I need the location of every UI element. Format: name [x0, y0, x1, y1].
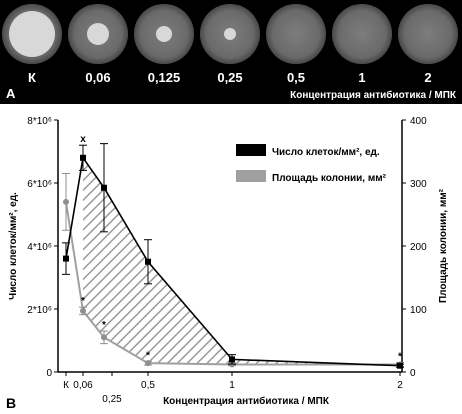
- petri-dish: [266, 4, 326, 64]
- concentration-label: 2: [424, 70, 432, 85]
- right-y-tick-label: 0: [410, 368, 416, 379]
- concentration-label: 0,5: [286, 70, 306, 85]
- x-tick-label: К: [63, 380, 69, 391]
- petri-dish: [200, 4, 260, 64]
- right-y-tick-label: 400: [410, 116, 427, 127]
- right-y-tick-label: 200: [410, 242, 427, 253]
- right-y-tick-label: 300: [410, 179, 427, 190]
- x-tick-label: 0,25: [102, 394, 122, 405]
- legend-label-cell-count: Число клеток/мм², ед.: [272, 147, 380, 158]
- left-y-tick-label: 8*10⁶: [27, 116, 52, 127]
- concentration-label: 1: [358, 70, 366, 85]
- area-point: [145, 360, 151, 367]
- panel-b-chart: 0 2*10⁶ 4*10⁶ 6*10⁶ 8*10⁶ 0 100 200 300 400 К 0,06 0…: [6, 116, 449, 411]
- panel-a-caption: Концентрация антибиотика / МПК: [290, 90, 456, 101]
- right-y-tick-label: 100: [410, 305, 427, 316]
- legend-swatch-cell-count: [236, 144, 266, 156]
- panel-a-letter: А: [6, 86, 16, 101]
- bacterial-colony: [9, 11, 55, 57]
- bacterial-colony: [156, 26, 172, 42]
- left-y-tick-label: 0: [46, 368, 52, 379]
- concentration-label: К: [28, 70, 36, 85]
- bacterial-colony: [224, 28, 236, 40]
- cells-point: [397, 362, 403, 369]
- legend-label-colony-area: Площадь колонии, мм²: [272, 173, 387, 184]
- petri-dish: [332, 4, 392, 64]
- area-point: [80, 307, 86, 314]
- petri-dish: [134, 4, 194, 64]
- petri-dish: [68, 4, 128, 64]
- left-y-tick-label: 2*10⁶: [27, 305, 52, 316]
- cells-point: [101, 184, 107, 191]
- legend-swatch-colony-area: [236, 170, 266, 182]
- concentration-label: 0,125: [147, 70, 181, 85]
- bacterial-colony: [87, 23, 109, 45]
- panel-a-petri-dishes: К 0,06 0,125 0,25 0,5 1 2 А Концентрация антиб…: [0, 0, 462, 104]
- cells-point: [229, 356, 235, 363]
- panel-b-letter: В: [6, 395, 16, 411]
- area-significance-marker: *: [81, 296, 85, 307]
- series-line-colony-area: [65, 201, 400, 366]
- area-point: [63, 198, 69, 205]
- area-significance-marker: *: [398, 352, 402, 363]
- left-y-tick-label: 6*10⁶: [27, 179, 52, 190]
- x-tick-label: 0,06: [73, 380, 93, 391]
- area-point: [101, 334, 107, 341]
- x-tick-label: 0,5: [141, 380, 155, 391]
- x-axis-title: Концентрация антибиотика / МПК: [163, 395, 330, 407]
- area-significance-marker: *: [146, 350, 150, 361]
- petri-dish: [2, 4, 62, 64]
- x-tick-label: 2: [397, 380, 403, 391]
- concentration-label: 0,06: [85, 70, 111, 85]
- left-y-tick-label: 4*10⁶: [27, 242, 52, 253]
- cells-significance-marker: x: [80, 134, 86, 145]
- cells-point: [80, 154, 86, 161]
- right-y-axis-title: Площадь колонии, мм²: [438, 188, 449, 303]
- area-significance-marker: *: [102, 320, 106, 331]
- left-y-axis-title: Число клеток/мм², ед.: [8, 192, 19, 300]
- petri-dish: [398, 4, 458, 64]
- series-line-cell-count: [65, 155, 401, 367]
- cells-point: [63, 255, 69, 262]
- hatched-region: [83, 157, 400, 366]
- cells-point: [145, 258, 151, 265]
- concentration-label: 0,25: [217, 70, 243, 85]
- x-tick-label: 1: [229, 380, 235, 391]
